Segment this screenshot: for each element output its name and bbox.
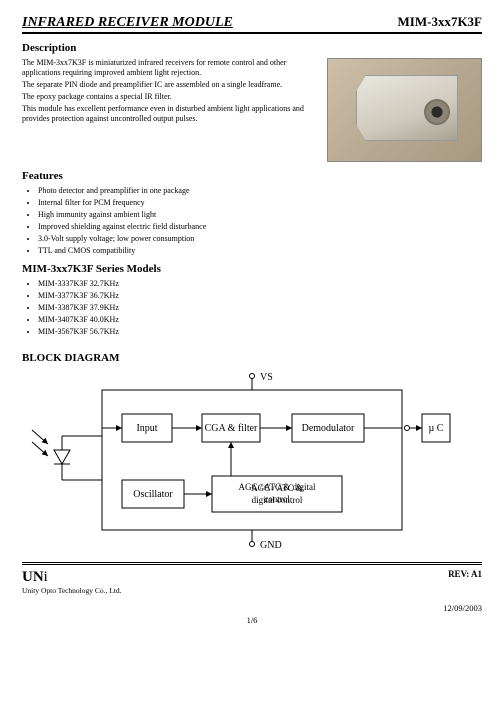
product-photo [327,58,482,162]
list-item: MIM-3567K3F 56.7KHz [38,327,482,336]
logo-bold: UN [22,569,44,585]
description-row: The MIM-3xx7K3F is miniaturized infrared… [22,58,482,162]
list-item: MIM-3337K3F 32.7KHz [38,279,482,288]
models-heading: MIM-3xx7K3F Series Models [22,263,482,275]
svg-text:Input: Input [136,423,157,434]
header: INFRARED RECEIVER MODULE MIM-3xx7K3F [22,14,482,34]
list-item: MIM-3387K3F 37.9KHz [38,303,482,312]
desc-p: The MIM-3xx7K3F is miniaturized infrared… [22,58,317,78]
footer-left: UNi Unity Opto Technology Co., Ltd. [22,569,122,595]
list-item: MIM-3377K3F 36.7KHz [38,291,482,300]
list-item: MIM-3407K3F 40.0KHz [38,315,482,324]
block-diagram: Input CGA & filter Demodulator Oscillator AG… [22,372,482,552]
doc-date: 12/09/2003 [22,603,482,613]
logo-thin: i [44,569,48,585]
diagram-heading: BLOCK DIAGRAM [22,352,482,364]
svg-text:CGA & filter: CGA & filter [205,423,258,434]
svg-text:µ C: µ C [429,423,444,434]
svg-text:VS: VS [260,372,273,383]
desc-p: The separate PIN diode and preamplifier … [22,80,317,90]
list-item: Photo detector and preamplifier in one p… [38,186,482,195]
list-item: Improved shielding against electric fiel… [38,222,482,231]
svg-text:GND: GND [260,540,282,551]
svg-text:control: control [264,494,290,504]
revision: REV: A1 [448,569,482,595]
list-item: Internal filter for PCM frequency [38,198,482,207]
models-list: MIM-3337K3F 32.7KHz MIM-3377K3F 36.7KHz … [22,279,482,336]
svg-text:AGC / ATC & digital: AGC / ATC & digital [238,482,316,492]
description-heading: Description [22,42,482,54]
features-heading: Features [22,170,482,182]
footer: UNi Unity Opto Technology Co., Ltd. REV:… [22,562,482,595]
svg-text:Demodulator: Demodulator [302,423,355,434]
desc-p: The epoxy package contains a special IR … [22,92,317,102]
list-item: High immunity against ambient light [38,210,482,219]
list-item: 3.0-Volt supply voltage; low power consu… [38,234,482,243]
page-number: 1/6 [22,615,482,625]
doc-title: INFRARED RECEIVER MODULE [22,15,233,31]
company-name: Unity Opto Technology Co., Ltd. [22,586,122,595]
features-list: Photo detector and preamplifier in one p… [22,186,482,255]
company-logo: UNi [22,569,122,586]
description-text: The MIM-3xx7K3F is miniaturized infrared… [22,58,317,162]
part-number: MIM-3xx7K3F [398,14,482,30]
list-item: TTL and CMOS compatibility [38,246,482,255]
block-diagram-svg: Input CGA & filter Demodulator Oscillator AG… [22,372,462,552]
svg-text:Oscillator: Oscillator [133,489,173,500]
desc-p: This module has excellent performance ev… [22,104,317,124]
